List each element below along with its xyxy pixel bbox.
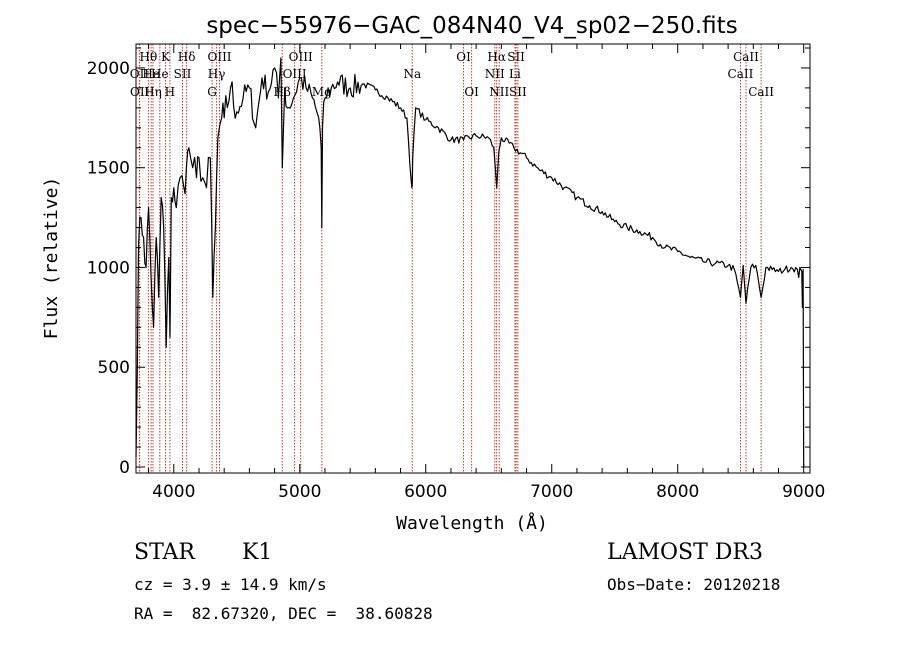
line-label: Li [509, 67, 521, 81]
line-label: CaII [728, 67, 754, 81]
line-label: CaII [733, 50, 759, 64]
line-label: OI [464, 85, 479, 99]
line-label: OIII [289, 50, 313, 64]
line-label: NII [485, 67, 505, 81]
x-tick-label: 8000 [656, 482, 699, 502]
x-tick-label: 9000 [782, 482, 825, 502]
line-label: SII [509, 85, 527, 99]
line-label: OI [456, 50, 471, 64]
line-label: Hη [144, 85, 162, 99]
object-class: STAR [134, 540, 195, 565]
line-label: OIII [283, 67, 307, 81]
survey-name: LAMOST DR3 [607, 540, 763, 565]
line-label: OII [130, 67, 150, 81]
line-label: Hδ [178, 50, 196, 64]
x-axis-label: Wavelength (Å) [396, 512, 548, 534]
line-label: OIII [207, 50, 231, 64]
emission-line-markers [138, 44, 762, 473]
line-label: CaII [748, 85, 774, 99]
x-axis: 4000 5000 6000 7000 8000 9000 [148, 44, 825, 502]
line-label: H [165, 85, 175, 99]
y-tick-label: 1000 [87, 258, 130, 278]
line-label: SII [507, 50, 525, 64]
line-label: Hβ [274, 85, 291, 99]
line-label: Na [403, 67, 421, 81]
x-tick-label: 6000 [404, 482, 447, 502]
line-label: SII [174, 67, 192, 81]
x-tick-label: 7000 [530, 482, 573, 502]
redshift-velocity: cz = 3.9 ± 14.9 km/s [134, 575, 327, 594]
y-tick-label: 0 [119, 458, 130, 478]
y-tick-label: 2000 [87, 59, 130, 79]
line-label: K [161, 50, 171, 64]
line-label: He [142, 67, 160, 81]
line-label: Hγ [208, 67, 226, 81]
line-label: Hθ [139, 50, 157, 64]
line-label: OII [130, 85, 150, 99]
x-tick-label: 4000 [152, 482, 195, 502]
spectrum-line [135, 57, 805, 468]
line-label: G [207, 85, 217, 99]
x-tick-label: 5000 [278, 482, 321, 502]
y-tick-label: 1500 [87, 159, 130, 179]
y-tick-label: 500 [98, 358, 130, 378]
sky-coordinates: RA = 82.67320, DEC = 38.60828 [134, 604, 433, 623]
plot-frame [135, 43, 811, 474]
line-label: He [151, 67, 169, 81]
chart-title: spec−55976−GAC_084N40_V4_sp02−250.fits [206, 13, 737, 39]
object-subclass: K1 [242, 540, 273, 565]
line-label: Hα [487, 50, 506, 64]
y-axis-label: Flux (relative) [41, 177, 62, 340]
line-label: NII [489, 85, 509, 99]
y-axis: 0 500 1000 1500 2000 [87, 47, 810, 478]
observation-date: Obs−Date: 20120218 [607, 575, 781, 594]
